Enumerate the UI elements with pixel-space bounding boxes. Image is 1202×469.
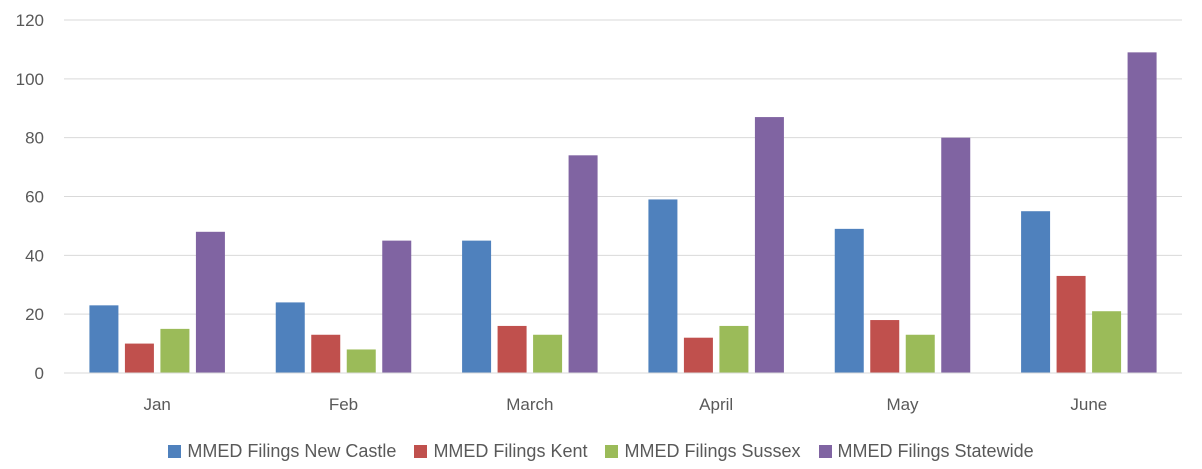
legend-label: MMED Filings Statewide xyxy=(837,440,1034,461)
bar-jan-series-1 xyxy=(89,305,119,373)
legend-swatch xyxy=(605,444,619,458)
gridlines xyxy=(64,19,1182,315)
legend-item: MMED Filings New Castle xyxy=(168,441,396,462)
y-tick-label: 80 xyxy=(25,129,44,148)
bar-jan-series-2 xyxy=(124,343,154,373)
bar-march-series-4 xyxy=(568,155,598,373)
bar-march-series-3 xyxy=(533,334,563,373)
x-tick-label: May xyxy=(886,395,919,414)
y-tick-label: 0 xyxy=(35,364,44,383)
bar-june-series-3 xyxy=(1092,311,1122,373)
y-tick-label: 40 xyxy=(25,246,44,265)
x-tick-label: April xyxy=(699,395,733,414)
bar-march-series-1 xyxy=(462,240,492,373)
y-tick-label: 20 xyxy=(25,305,44,324)
bar-march-series-2 xyxy=(497,325,527,373)
bar-feb-series-3 xyxy=(346,349,376,373)
bar-april-series-3 xyxy=(719,325,749,373)
bar-may-series-3 xyxy=(905,334,935,373)
legend-item: MMED Filings Kent xyxy=(414,441,587,462)
bar-jan-series-4 xyxy=(195,231,225,373)
bar-may-series-1 xyxy=(834,228,864,373)
bar-june-series-1 xyxy=(1021,211,1051,373)
bar-june-series-2 xyxy=(1056,275,1086,373)
legend-label: MMED Filings Sussex xyxy=(624,440,801,461)
bar-chart: 0 20 40 60 80 100 120 Jan Feb March April May June xyxy=(16,11,1182,414)
y-tick-label: 100 xyxy=(16,70,44,89)
y-axis-ticks: 0 20 40 60 80 100 120 xyxy=(16,11,44,383)
x-axis-ticks: Jan Feb March April May June xyxy=(143,395,1107,414)
x-tick-label: Feb xyxy=(329,395,358,414)
legend-item: MMED Filings Statewide xyxy=(818,440,1034,462)
bars xyxy=(89,52,1157,373)
legend-swatch xyxy=(168,444,182,458)
legend-swatch xyxy=(414,444,428,458)
bar-feb-series-4 xyxy=(382,240,412,373)
x-tick-label: June xyxy=(1070,395,1107,414)
y-tick-label: 60 xyxy=(25,188,44,207)
bar-may-series-2 xyxy=(870,320,900,373)
y-tick-label: 120 xyxy=(16,11,44,30)
bar-feb-series-2 xyxy=(311,334,341,373)
bar-april-series-1 xyxy=(648,199,678,373)
bar-june-series-4 xyxy=(1127,52,1157,373)
legend-swatch xyxy=(818,444,832,458)
legend: MMED Filings New Castle MMED Filings Kent… xyxy=(0,436,1202,466)
legend-label: MMED Filings Kent xyxy=(433,440,588,461)
bar-may-series-4 xyxy=(941,137,971,373)
legend-item: MMED Filings Sussex xyxy=(605,440,801,462)
bar-jan-series-3 xyxy=(160,328,190,373)
bar-feb-series-1 xyxy=(275,302,305,373)
bar-april-series-4 xyxy=(754,117,784,373)
x-tick-label: March xyxy=(506,395,553,414)
legend-label: MMED Filings New Castle xyxy=(187,440,397,461)
x-tick-label: Jan xyxy=(143,395,170,414)
bar-april-series-2 xyxy=(683,337,713,373)
